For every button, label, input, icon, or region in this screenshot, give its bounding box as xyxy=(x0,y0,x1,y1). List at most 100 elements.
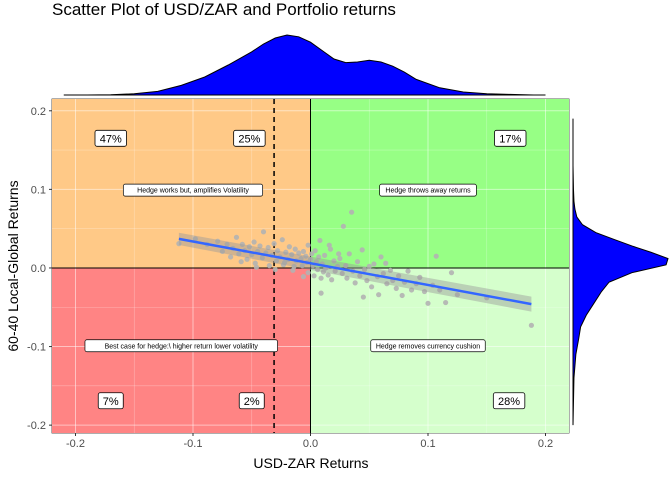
scatter-point xyxy=(251,239,257,245)
scatter-point xyxy=(357,273,363,279)
scatter-point xyxy=(244,256,250,262)
regression-line xyxy=(178,237,532,306)
annotation-text: Hedge works but, amplifies Volatility xyxy=(137,188,249,195)
scatter-point xyxy=(252,260,258,266)
percent-label-box xyxy=(238,392,265,410)
percent-label-box xyxy=(233,129,266,147)
scatter-point xyxy=(384,281,390,287)
scatter-point xyxy=(238,259,244,265)
scatter-point xyxy=(399,292,405,299)
y-tick-label: 0.0 xyxy=(31,263,46,275)
y-axis-title: 60-40 Local-Global Returns xyxy=(5,180,21,351)
scatter-point xyxy=(340,223,346,229)
scatter-point xyxy=(291,263,297,269)
scatter-point xyxy=(305,242,311,248)
scatter-point xyxy=(318,290,324,296)
scatter-point xyxy=(366,263,372,269)
scatter-point xyxy=(425,300,431,306)
right-marginal-density xyxy=(572,118,669,426)
scatter-point xyxy=(257,243,263,249)
scatter-point xyxy=(320,269,327,275)
y-tick-label: 0.2 xyxy=(31,106,46,118)
scatter-point xyxy=(176,241,182,247)
percent-label-box xyxy=(492,392,526,410)
annotation-text: Hedge throws away returns xyxy=(385,188,471,195)
scatter-point xyxy=(286,244,292,250)
scatter-point xyxy=(273,258,280,264)
x-tick-label: -0.1 xyxy=(184,438,203,450)
scatter-point xyxy=(396,273,402,279)
scatter-point xyxy=(322,252,328,258)
scatter-point xyxy=(289,252,295,258)
scatter-point xyxy=(359,247,365,253)
y-axis: -0.2 -0.1 0.0 0.1 0.2 xyxy=(27,106,52,432)
scatter-point xyxy=(309,251,315,257)
scatter-point xyxy=(275,248,281,254)
scatter-point xyxy=(339,270,345,277)
quadrant-annotation: Hedge removes currency cushion xyxy=(370,339,486,353)
scatter-point xyxy=(448,270,455,276)
percent-label-text: 47% xyxy=(100,133,122,145)
y-tick-label: -0.1 xyxy=(27,342,46,354)
percent-label-text: 25% xyxy=(238,133,260,145)
scatter-point xyxy=(228,254,234,260)
scatter-point xyxy=(346,251,352,257)
scatter-point xyxy=(265,244,271,251)
scatter-point xyxy=(344,275,350,281)
x-tick-label: 0.2 xyxy=(538,438,553,450)
scatter-point xyxy=(233,234,240,240)
scatter-point xyxy=(318,275,324,281)
x-tick-label: 0.1 xyxy=(420,438,435,450)
quadrant-annotation: Hedge throws away returns xyxy=(379,183,477,197)
scatter-point xyxy=(376,292,382,298)
scatter-point xyxy=(300,248,307,255)
scatter-point xyxy=(380,270,386,277)
scatter-point xyxy=(352,280,358,286)
scatter-point xyxy=(266,263,272,269)
scatter-point xyxy=(343,263,349,269)
scatter-point xyxy=(292,246,298,252)
scatter-point xyxy=(326,242,332,248)
scatter-point xyxy=(282,259,288,266)
scatter-point xyxy=(405,268,411,274)
percent-label-text: 28% xyxy=(498,396,520,408)
percent-label: 7% xyxy=(97,392,124,410)
scatter-point xyxy=(528,322,535,328)
x-axis-title: USD-ZAR Returns xyxy=(253,455,368,471)
scatter-point xyxy=(246,244,252,250)
plot-panel: 47% 25% 17% 7% 2% 28% Hedge works but, amplifi… xyxy=(51,98,570,434)
scatter-point xyxy=(360,294,366,300)
percent-label: 25% xyxy=(233,129,266,147)
scatter-point xyxy=(314,266,321,273)
annotation-box xyxy=(84,339,278,353)
scatter-point xyxy=(393,285,399,291)
scatter-point xyxy=(303,253,309,259)
y-tick-label: -0.2 xyxy=(27,420,46,432)
scatter-point xyxy=(271,241,277,247)
percent-label: 47% xyxy=(94,129,127,147)
annotation-text: Best case for hedge:\ higher return lowe… xyxy=(105,343,259,350)
scatter-point xyxy=(296,250,302,256)
scatter-point xyxy=(378,254,384,260)
scatter-point xyxy=(417,274,423,280)
scatter-point xyxy=(283,249,289,255)
scatter-point xyxy=(337,255,343,262)
y-tick-label: 0.1 xyxy=(31,184,46,196)
scatter-point xyxy=(305,270,311,276)
scatter-point xyxy=(299,263,305,269)
annotation-box xyxy=(379,183,477,197)
scatter-point xyxy=(443,299,449,306)
scatter-point xyxy=(312,248,318,254)
scatter-point xyxy=(433,253,439,259)
scatter-point xyxy=(387,267,393,273)
scatter-point xyxy=(253,264,260,270)
right-density-curve xyxy=(572,118,669,426)
scatter-point xyxy=(317,237,323,244)
chart-title: Scatter Plot of USD/ZAR and Portfolio re… xyxy=(52,0,396,19)
quadrant-annotation: Hedge works but, amplifies Volatility xyxy=(122,183,264,197)
scatter-point xyxy=(239,241,245,247)
scatter-point xyxy=(408,287,415,293)
scatter-point xyxy=(364,277,370,284)
scatter-point xyxy=(316,254,322,260)
scatter-point xyxy=(332,268,338,274)
